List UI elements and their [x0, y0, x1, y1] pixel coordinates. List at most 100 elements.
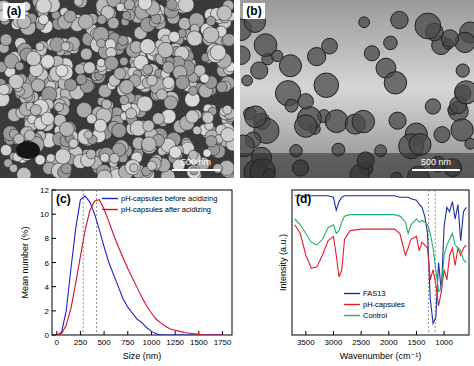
particle [69, 139, 78, 148]
particle [83, 62, 95, 74]
capsule [465, 138, 474, 149]
capsule [391, 11, 408, 28]
particle [46, 154, 55, 163]
x-tick [305, 331, 306, 335]
y-tick-label: 12 [40, 186, 49, 195]
y-tick-label: 2 [45, 307, 50, 316]
particle [97, 15, 106, 24]
particle [55, 149, 70, 164]
capsule [384, 72, 406, 94]
particle [216, 82, 227, 93]
micrograph: (b)500 nm [230, 0, 474, 188]
tem-background [240, 0, 474, 178]
x-tick-label: 3000 [325, 338, 343, 347]
particle [26, 51, 41, 66]
plot-frame [292, 190, 469, 335]
particle [74, 0, 87, 8]
x-axis-label: Size (nm) [123, 351, 162, 361]
particle [206, 136, 217, 147]
particle [138, 0, 152, 10]
particle [61, 163, 72, 174]
particle [84, 131, 92, 139]
capsule [364, 46, 379, 61]
capsule [285, 99, 298, 112]
legend-label: FAS13 [363, 289, 386, 298]
particle [142, 137, 157, 152]
x-tick-label: 1750 [214, 338, 232, 347]
particle [164, 96, 178, 110]
x-tick-label: 750 [121, 338, 135, 347]
x-tick-label: 500 [97, 338, 111, 347]
y-tick [52, 286, 56, 287]
capsule [389, 112, 406, 129]
y-tick [52, 190, 56, 191]
particle [119, 95, 128, 104]
particle [55, 103, 64, 112]
x-tick [333, 331, 334, 335]
legend-label: pH-capsules after acidizing [121, 205, 211, 214]
particle [97, 39, 106, 48]
series-line [57, 196, 223, 335]
particle [0, 144, 11, 155]
particle [108, 17, 120, 29]
particle [143, 64, 153, 74]
x-tick-label: 1000 [143, 338, 161, 347]
particle [116, 3, 124, 11]
particle [143, 120, 155, 132]
panel-label: (d) [296, 192, 311, 206]
particle [36, 0, 51, 13]
particle [76, 74, 87, 85]
x-tick [175, 331, 176, 335]
x-tick [444, 331, 445, 335]
capsule [245, 106, 267, 128]
legend: pH-capsules before acidizing pH-capsules … [102, 194, 217, 214]
y-tick [52, 238, 56, 239]
particle [61, 42, 70, 51]
particle [202, 112, 213, 123]
capsule [456, 64, 469, 77]
particle [112, 123, 127, 138]
x-tick-label: 2500 [352, 338, 370, 347]
legend-label: pH-capsules before acidizing [121, 194, 217, 203]
particle [223, 105, 232, 114]
y-tick [52, 214, 56, 215]
particle [217, 6, 232, 21]
x-tick [388, 331, 389, 335]
dark-edge [240, 153, 474, 178]
legend-label: Control [363, 311, 388, 320]
y-tick-label: 0 [45, 331, 50, 340]
micrograph: (a)500 nm [0, 0, 240, 185]
particle [166, 0, 177, 10]
y-tick [52, 335, 56, 336]
particle [175, 76, 189, 90]
legend-swatch [344, 293, 360, 294]
y-tick [52, 262, 56, 263]
reference-line [83, 190, 84, 335]
particle [147, 75, 158, 86]
particle [17, 167, 31, 178]
capsule [425, 99, 440, 114]
particle [80, 48, 92, 60]
capsule [441, 30, 458, 47]
particle [187, 31, 202, 46]
sem-background [0, 0, 234, 178]
particle [126, 108, 137, 119]
texture [240, 0, 474, 178]
particle [65, 11, 76, 22]
capsule [359, 17, 370, 28]
x-tick-label: 1500 [408, 338, 426, 347]
legend-swatch [102, 209, 118, 210]
particle [140, 39, 155, 54]
x-tick-label: 3500 [297, 338, 315, 347]
particle [78, 14, 93, 29]
capsule [455, 81, 474, 104]
x-tick [416, 331, 417, 335]
particle [223, 34, 234, 47]
panel-label: (a) [7, 4, 22, 18]
capsule [352, 110, 374, 132]
particle [203, 27, 219, 43]
y-tick-label: 4 [45, 283, 50, 292]
particle [163, 77, 175, 89]
particle [147, 161, 157, 171]
particle [125, 160, 140, 175]
